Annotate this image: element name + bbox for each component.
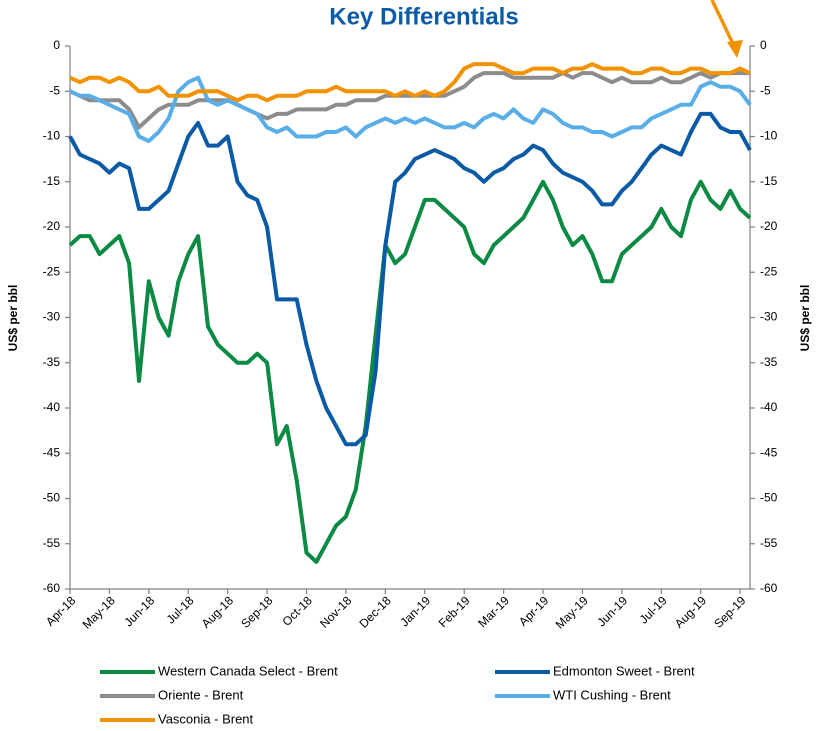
y2-tick-label: -40: [760, 400, 778, 414]
legend-label: Oriente - Brent: [158, 687, 244, 702]
chart-title: Key Differentials: [329, 3, 518, 30]
x-tick-label: May-18: [80, 593, 118, 631]
x-tick-label: Oct-18: [280, 593, 316, 629]
y-tick-label: -45: [43, 445, 61, 459]
y2-tick-label: -50: [760, 491, 778, 505]
y2-tick-label: -35: [760, 355, 778, 369]
y-tick-label: -25: [43, 264, 61, 278]
y2-tick-label: -10: [760, 129, 778, 143]
y2-tick-label: 0: [760, 38, 767, 52]
x-tick-label: Aug-19: [672, 593, 709, 630]
y-tick-label: 0: [53, 38, 60, 52]
y2-tick-label: -30: [760, 310, 778, 324]
series-line: [68, 111, 752, 447]
x-tick-label: Jan-19: [397, 593, 433, 629]
legend-label: WTI Cushing - Brent: [553, 687, 671, 702]
x-tick-label: Aug-18: [199, 593, 236, 630]
series-line: [68, 179, 752, 564]
y-tick-label: -15: [43, 174, 61, 188]
y-tick-label: -55: [43, 536, 61, 550]
x-tick-label: Jul-19: [637, 593, 670, 626]
x-tick-label: Jun-18: [121, 593, 157, 629]
series-line: [69, 75, 752, 143]
y-tick-label: -35: [43, 355, 61, 369]
legend-label: Western Canada Select - Brent: [158, 663, 338, 678]
y-tick-label: -50: [43, 491, 61, 505]
x-tick-label: Feb-19: [436, 593, 473, 630]
y2-tick-label: -20: [760, 219, 778, 233]
x-tick-label: May-19: [553, 593, 591, 631]
series-line: [69, 62, 751, 103]
x-tick-label: Sep-18: [238, 593, 275, 630]
y2-tick-label: -60: [760, 581, 778, 595]
y2-tick-label: -25: [760, 264, 778, 278]
y-tick-label: -40: [43, 400, 61, 414]
x-tick-label: Nov-18: [317, 593, 354, 630]
arrow-shaft: [710, 0, 737, 49]
series-line: [69, 71, 750, 130]
x-tick-label: Jul-18: [164, 593, 197, 626]
x-tick-label: Mar-19: [475, 593, 512, 630]
legend-label: Edmonton Sweet - Brent: [553, 663, 695, 678]
x-tick-label: Apr-19: [516, 593, 552, 629]
y-tick-label: -10: [43, 129, 61, 143]
arrow-head: [727, 40, 743, 58]
y2-tick-label: -55: [760, 536, 778, 550]
legend-label: Vasconia - Brent: [158, 711, 254, 726]
x-tick-label: Sep-19: [711, 593, 748, 630]
y2-axis-label: US$ per bbl: [798, 285, 812, 352]
y2-tick-label: -5: [760, 83, 771, 97]
y2-tick-label: -15: [760, 174, 778, 188]
y-tick-label: -5: [49, 83, 60, 97]
y-axis-label: US$ per bbl: [6, 285, 20, 352]
annotation-arrow: [710, 0, 743, 58]
x-tick-label: Dec-18: [356, 593, 393, 630]
y-tick-label: -20: [43, 219, 61, 233]
y-tick-label: -60: [43, 581, 61, 595]
y-tick-label: -30: [43, 310, 61, 324]
x-tick-label: Jun-19: [594, 593, 630, 629]
x-tick-label: Apr-18: [43, 593, 79, 629]
y2-tick-label: -45: [760, 445, 778, 459]
